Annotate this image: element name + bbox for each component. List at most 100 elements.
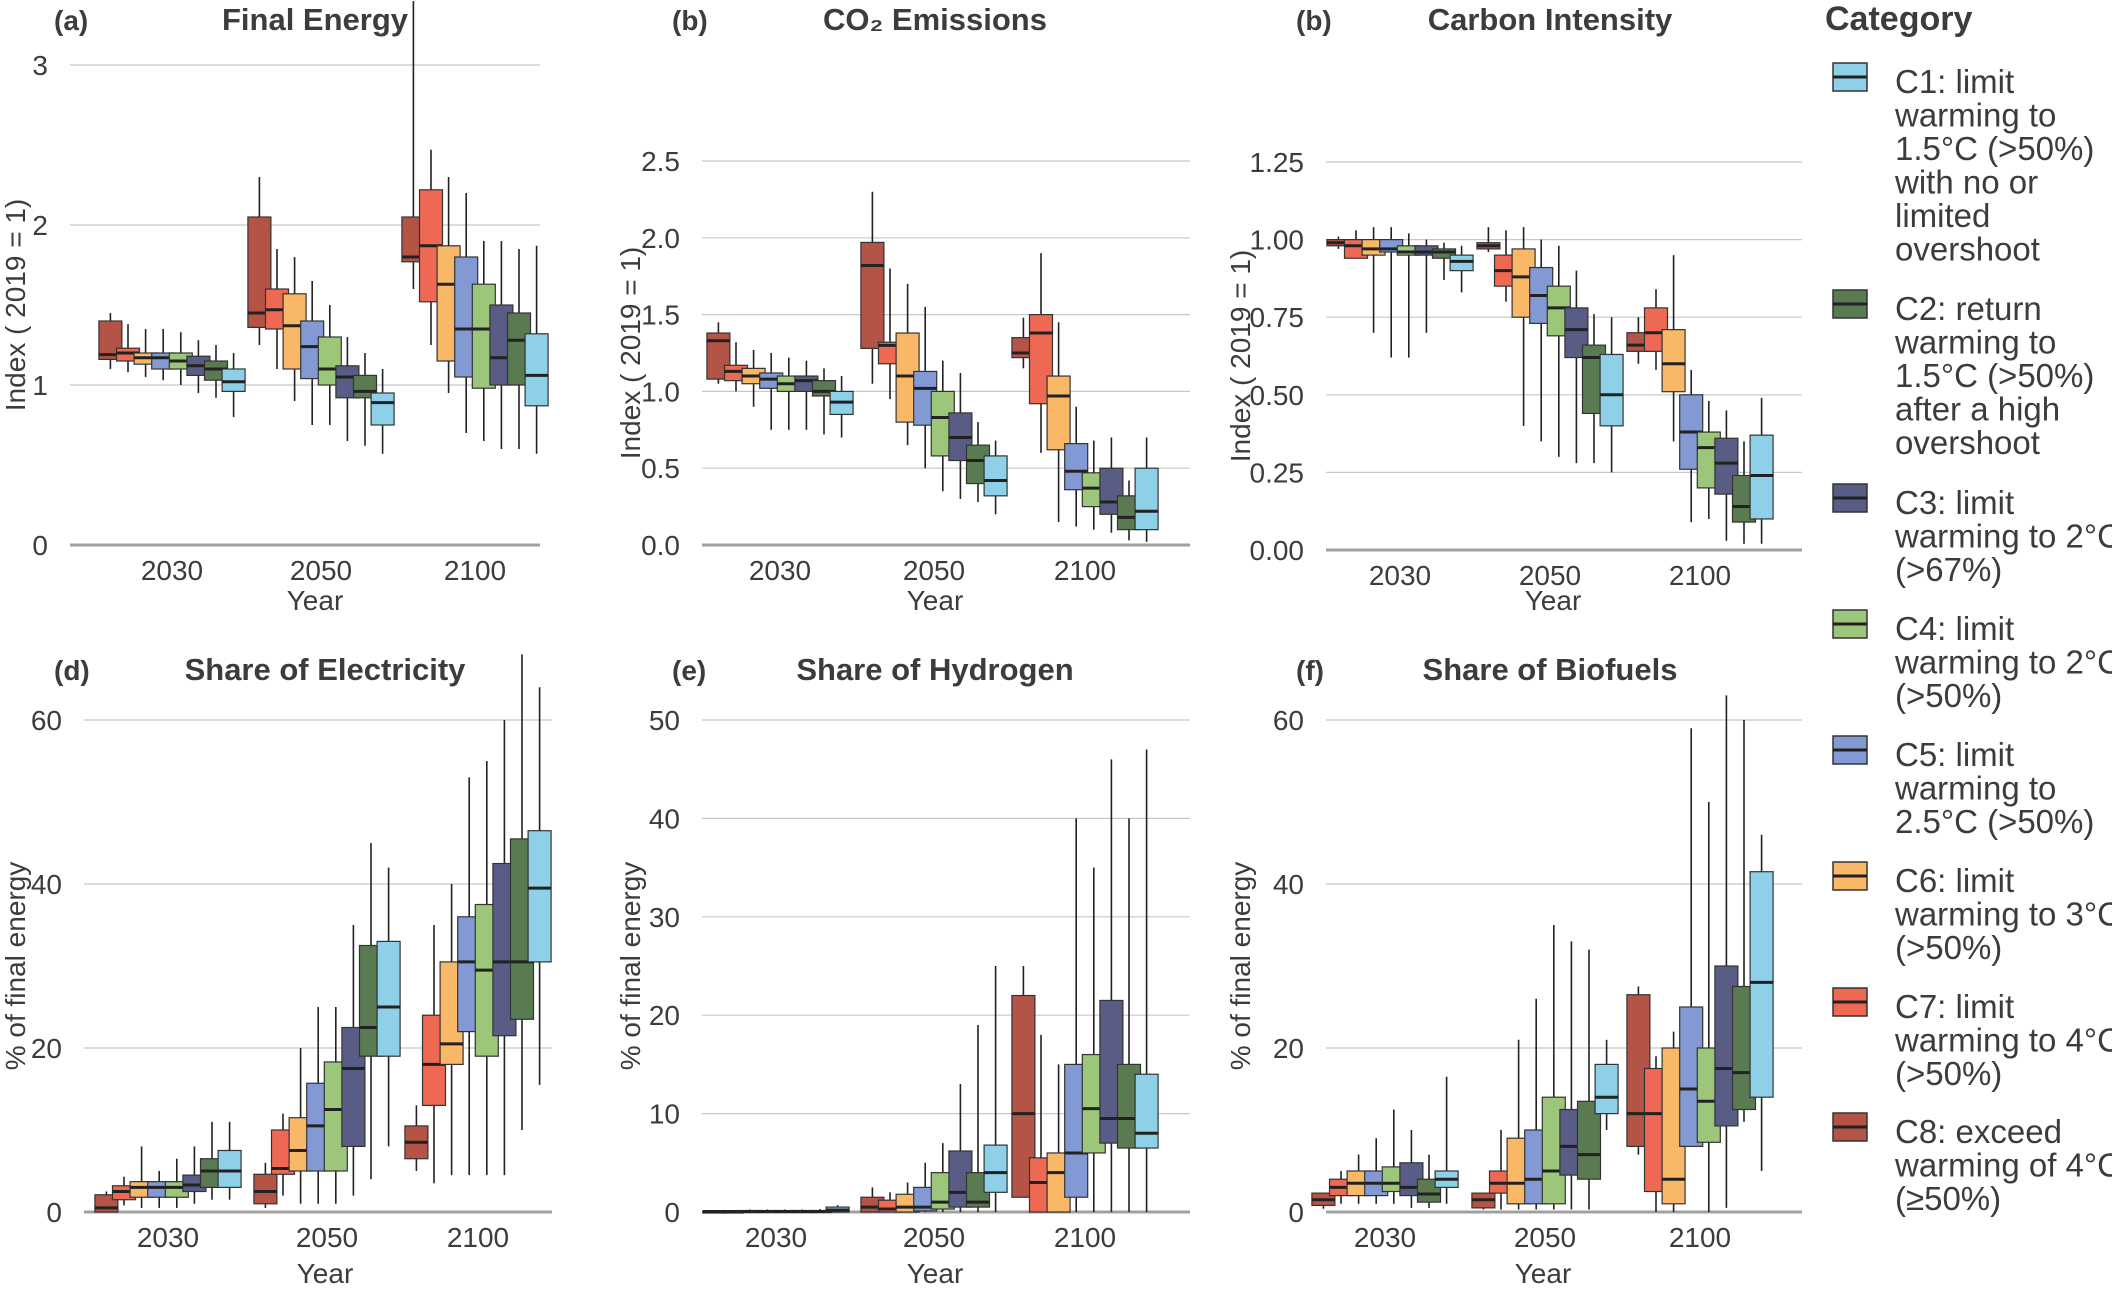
box-C1 <box>983 455 1008 497</box>
legend-label-line: overshoot <box>1895 424 2040 461</box>
box-C2 <box>1576 1100 1602 1180</box>
panel-letter: (b) <box>672 5 708 36</box>
y-tick-label: 2.5 <box>641 146 680 177</box>
y-tick-label: 20 <box>1273 1033 1304 1064</box>
legend-label-line: C2: return <box>1895 290 2042 327</box>
legend-label-line: C5: limit <box>1895 736 2014 773</box>
box-C8 <box>253 1173 278 1205</box>
y-tick-label: 0.50 <box>1250 380 1305 411</box>
panel-title: CO₂ Emissions <box>823 2 1047 37</box>
y-tick-label: 1.5 <box>641 300 680 331</box>
y-tick-label: 2.0 <box>641 223 680 254</box>
legend-title: Category <box>1825 0 1972 38</box>
box-C1 <box>527 830 552 963</box>
y-tick-label: 40 <box>31 869 62 900</box>
y-tick-label: 0.25 <box>1250 457 1305 488</box>
legend-label-line: warming to 2°C <box>1894 644 2112 681</box>
legend-label-line: (>50%) <box>1895 677 2002 714</box>
x-axis-label: Year <box>907 1258 964 1289</box>
x-tick-label: 2050 <box>903 1222 965 1253</box>
legend-label-line: C7: limit <box>1895 988 2014 1025</box>
x-tick-label: 2030 <box>137 1222 199 1253</box>
legend-label-line: warming of 4°C <box>1894 1147 2112 1184</box>
y-tick-label: 60 <box>1273 705 1304 736</box>
box-C1 <box>376 940 401 1057</box>
box-C2 <box>1431 248 1457 259</box>
panel-title: Share of Hydrogen <box>796 652 1073 687</box>
panel-letter: (e) <box>672 655 706 686</box>
x-axis-label: Year <box>907 585 964 616</box>
legend-label-line: (>67%) <box>1895 551 2002 588</box>
box-C6 <box>1046 375 1071 451</box>
y-tick-label: 0.00 <box>1250 535 1305 566</box>
panel-letter: (d) <box>54 655 90 686</box>
legend-label-line: C3: limit <box>1895 484 2014 521</box>
panel-2: 0.0 0.5 1.0 1.5 2.0 2.5 CO₂ Emissions (b) Year In… <box>615 2 1190 616</box>
box-C8 <box>860 241 885 349</box>
legend-label-line: (>50%) <box>1895 1055 2002 1092</box>
y-axis-label: % of final energy <box>615 862 646 1071</box>
y-tick-label: 1.0 <box>641 376 680 407</box>
legend-label-line: C1: limit <box>1895 63 2014 100</box>
legend-label-line: warming to 3°C <box>1894 896 2112 933</box>
y-tick-label: 0 <box>46 1197 62 1228</box>
y-axis-label: % of final energy <box>0 862 31 1071</box>
y-tick-label: 1 <box>32 370 48 401</box>
x-tick-label: 2100 <box>1054 1222 1116 1253</box>
box-C1 <box>217 1149 242 1189</box>
y-tick-label: 0 <box>1288 1197 1304 1228</box>
y-tick-label: 60 <box>31 705 62 736</box>
box-C1 <box>983 1144 1008 1193</box>
panel-letter: (f) <box>1296 655 1324 686</box>
panel-4: 0 20 40 60 Share of Electricity (d) Year % of f… <box>0 652 552 1289</box>
panel-title: Share of Biofuels <box>1423 652 1678 687</box>
box-C1 <box>1599 353 1624 427</box>
x-axis-label: Year <box>297 1258 354 1289</box>
panel-letter: (b) <box>1296 5 1332 36</box>
legend-label-line: C6: limit <box>1895 862 2014 899</box>
y-tick-label: 40 <box>1273 869 1304 900</box>
box-C1 <box>524 333 549 407</box>
y-tick-label: 0.75 <box>1250 302 1305 333</box>
y-tick-label: 20 <box>649 1000 680 1031</box>
legend-label-line: warming to <box>1894 770 2056 807</box>
x-axis-label: Year <box>1515 1258 1572 1289</box>
box-C1 <box>1134 1073 1159 1149</box>
box-C3 <box>341 1026 366 1148</box>
y-axis-label: Index ( 2019 = 1) <box>0 199 31 411</box>
x-tick-label: 2100 <box>447 1222 509 1253</box>
x-tick-label: 2050 <box>290 555 352 586</box>
y-axis-label: Index ( 2019 = 1) <box>615 247 646 459</box>
legend-label-line: overshoot <box>1895 231 2040 268</box>
panel-letter: (a) <box>54 5 88 36</box>
x-axis-label: Year <box>287 585 344 616</box>
x-tick-label: 2030 <box>749 555 811 586</box>
x-tick-label: 2030 <box>1354 1222 1416 1253</box>
legend-label-line: warming to <box>1894 97 2056 134</box>
y-axis-label: % of final energy <box>1225 862 1256 1071</box>
y-tick-label: 2 <box>32 210 48 241</box>
x-tick-label: 2030 <box>745 1222 807 1253</box>
panel-title: Share of Electricity <box>185 652 467 687</box>
y-tick-label: 50 <box>649 705 680 736</box>
x-tick-label: 2030 <box>1369 560 1431 591</box>
y-tick-label: 0.0 <box>641 530 680 561</box>
x-tick-label: 2100 <box>1669 1222 1731 1253</box>
x-tick-label: 2050 <box>1519 560 1581 591</box>
y-tick-label: 3 <box>32 50 48 81</box>
box-C1 <box>1749 871 1774 1098</box>
x-tick-label: 2100 <box>1669 560 1731 591</box>
x-tick-label: 2050 <box>903 555 965 586</box>
box-C1 <box>1749 434 1774 520</box>
y-tick-label: 10 <box>649 1099 680 1130</box>
box-C1 <box>1134 467 1159 531</box>
legend-label-line: C8: exceed <box>1895 1113 2062 1150</box>
panel-3: 0.00 0.25 0.50 0.75 1.00 1.25 Carbon Intensity… <box>1225 2 1802 616</box>
x-tick-label: 2050 <box>296 1222 358 1253</box>
y-tick-label: 30 <box>649 902 680 933</box>
legend-label-line: (≥50%) <box>1895 1180 2001 1217</box>
